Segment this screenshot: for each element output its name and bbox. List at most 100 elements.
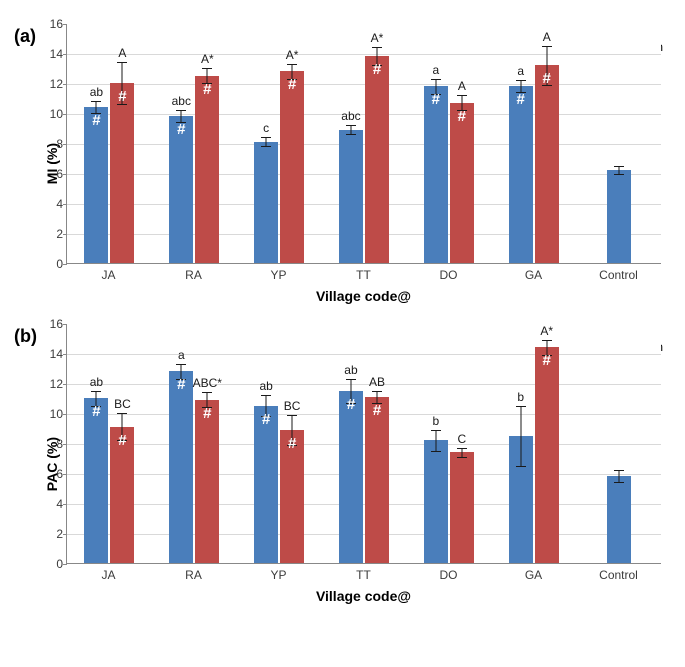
xtick-label: DO	[440, 268, 458, 282]
significance-label: A	[543, 30, 551, 44]
xtick-label: YP	[270, 568, 286, 582]
bar-post: A*#	[535, 323, 559, 563]
error-bar	[266, 137, 267, 146]
bar-fill	[509, 86, 533, 263]
error-cap	[614, 470, 624, 471]
error-bar	[435, 430, 436, 451]
hash-marker: #	[517, 91, 525, 108]
significance-label: abc	[172, 94, 191, 108]
error-bar	[350, 125, 351, 134]
error-cap	[346, 125, 356, 126]
bar-fill	[424, 86, 448, 263]
bar-pre: c	[254, 23, 278, 263]
error-cap	[91, 101, 101, 102]
bar-fill	[450, 452, 474, 563]
xtick-label: JA	[101, 568, 115, 582]
error-bar	[618, 166, 619, 174]
bar-post: A#	[535, 23, 559, 263]
bars-layer: ab#A#abc#A*#cA*#abcA*#a#A#a#A#	[67, 24, 661, 263]
error-cap	[117, 413, 127, 414]
bar-pre: a#	[169, 323, 193, 563]
error-cap	[202, 68, 212, 69]
bar-fill	[254, 142, 278, 264]
bar-group: ab#AB#	[329, 323, 400, 563]
bar-pre: abc	[339, 23, 363, 263]
ytick-label: 14	[39, 347, 63, 361]
bar-fill	[280, 71, 304, 263]
hash-marker: #	[347, 396, 355, 413]
bar-fill	[365, 397, 389, 564]
significance-label: b	[433, 414, 440, 428]
bar-fill	[424, 440, 448, 563]
hash-marker: #	[177, 376, 185, 393]
ytick-label: 8	[39, 137, 63, 151]
bar-post: A#	[450, 23, 474, 263]
hash-marker: #	[373, 61, 381, 78]
ytick-label: 8	[39, 437, 63, 451]
bar-pre: ab#	[84, 323, 108, 563]
ytick-label: 12	[39, 77, 63, 91]
error-cap	[516, 80, 526, 81]
error-cap	[346, 379, 356, 380]
bar-fill	[169, 371, 193, 563]
bar-pre: a#	[424, 23, 448, 263]
error-cap	[346, 134, 356, 135]
bar-post: A*#	[195, 23, 219, 263]
hash-marker: #	[203, 405, 211, 422]
bar-pre: ab#	[339, 323, 363, 563]
bar-pre: b	[424, 323, 448, 563]
hash-marker: #	[92, 112, 100, 129]
significance-label: A	[458, 79, 466, 93]
hash-marker: #	[543, 70, 551, 87]
significance-label: a	[433, 63, 440, 77]
panel-a: (a)Pre-MonsoonPost-MonsoonMI (%)02468101…	[10, 24, 675, 304]
panel-label-a: (a)	[14, 26, 36, 47]
bar-fill	[110, 83, 134, 263]
bar-fill	[450, 103, 474, 264]
bar-post: AB#	[365, 323, 389, 563]
xtick-label: RA	[185, 568, 202, 582]
x-axis-label: Village code@	[66, 288, 661, 304]
error-cap	[431, 79, 441, 80]
hash-marker: #	[458, 108, 466, 125]
error-cap	[287, 415, 297, 416]
significance-label: a	[517, 64, 524, 78]
bar-group: abc A* #	[329, 23, 400, 263]
ytick-label: 2	[39, 227, 63, 241]
error-bar	[520, 406, 521, 466]
x-axis-label: Village code@	[66, 588, 661, 604]
significance-label: abc	[341, 109, 360, 123]
error-cap	[614, 174, 624, 175]
xtick-label: JA	[101, 268, 115, 282]
xtick-label: YP	[270, 268, 286, 282]
significance-label: A*	[371, 31, 384, 45]
xtick-label: GA	[525, 568, 542, 582]
bar-fill	[607, 476, 631, 563]
ytick-label: 10	[39, 107, 63, 121]
error-cap	[91, 391, 101, 392]
error-cap	[287, 64, 297, 65]
error-bar	[618, 470, 619, 482]
bar-pre: abc#	[169, 23, 193, 263]
significance-label: ab	[259, 379, 272, 393]
ytick-label: 0	[39, 257, 63, 271]
bar-fill	[339, 130, 363, 264]
bar-group: ab#BC#	[244, 323, 315, 563]
xtick-label: TT	[356, 268, 371, 282]
bar-post: A#	[110, 23, 134, 263]
ytick-label: 10	[39, 407, 63, 421]
error-cap	[261, 395, 271, 396]
error-cap	[457, 448, 467, 449]
hash-marker: #	[262, 411, 270, 428]
significance-label: BC	[114, 397, 131, 411]
bar-post: ABC*#	[195, 323, 219, 563]
hash-marker: #	[288, 76, 296, 93]
bar-fill	[254, 406, 278, 564]
hash-marker: #	[288, 435, 296, 452]
bar-group: a#A#	[498, 23, 569, 263]
error-cap	[117, 62, 127, 63]
bar-post: BC#	[110, 323, 134, 563]
bar-group: bC	[414, 323, 485, 563]
bar-pre: b	[509, 323, 533, 563]
ytick-label: 6	[39, 167, 63, 181]
